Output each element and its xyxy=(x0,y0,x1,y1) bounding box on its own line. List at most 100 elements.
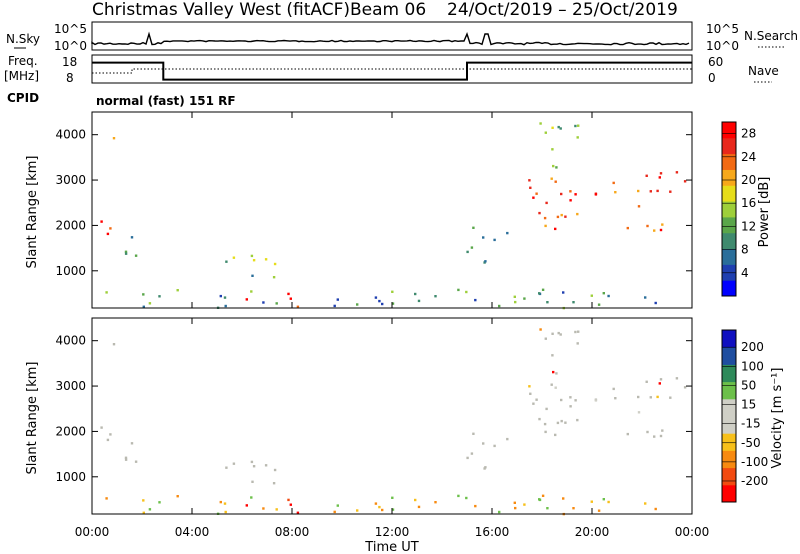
velocity-echo xyxy=(414,498,417,502)
velocity-echo xyxy=(498,510,501,514)
y-tick-label: 4000 xyxy=(55,128,86,142)
velocity-ylabel: Slant Range [km] xyxy=(25,362,40,475)
velocity-echo xyxy=(112,343,116,346)
nave-dotted-line xyxy=(92,68,692,74)
power-echo xyxy=(541,288,545,291)
power-echo xyxy=(559,127,562,130)
power-echo xyxy=(176,289,179,292)
power-echo xyxy=(653,229,656,232)
power-echo xyxy=(112,137,116,140)
power-echo xyxy=(391,302,395,305)
x-axis-label: Time UT xyxy=(364,540,418,554)
colorbar-segment xyxy=(722,347,736,365)
velocity-echo xyxy=(484,466,487,469)
power-echo xyxy=(577,124,580,127)
power-echo xyxy=(250,254,254,258)
power-echo xyxy=(564,215,567,218)
velocity-echo xyxy=(559,333,562,336)
colorbar-segment xyxy=(722,467,736,486)
power-echo xyxy=(594,193,598,196)
power-echo xyxy=(637,205,641,208)
noise-panel xyxy=(91,21,693,51)
velocity-echo xyxy=(514,506,517,510)
velocity-echo xyxy=(538,498,541,501)
power-echo xyxy=(544,131,547,134)
noise-left-tick-top: 10^5 xyxy=(54,22,87,36)
power-echo xyxy=(637,189,640,193)
power-echo xyxy=(484,260,487,263)
colorbar-tick-label: 16 xyxy=(741,196,756,210)
power-echo xyxy=(130,236,134,239)
velocity-echo xyxy=(124,458,128,461)
colorbar-tick-label: 50 xyxy=(741,378,756,392)
power-echo xyxy=(333,304,336,308)
y-tick-label: 1000 xyxy=(55,264,86,278)
power-echo xyxy=(100,220,103,223)
power-echo xyxy=(252,259,256,262)
colorbar-tick-label: 4 xyxy=(741,266,749,280)
power-echo xyxy=(289,297,292,300)
power-echo xyxy=(626,226,629,230)
velocity-echo xyxy=(644,502,647,505)
velocity-echo xyxy=(356,509,359,512)
noise-right-label: N.Search xyxy=(744,29,798,43)
velocity-echo xyxy=(569,396,572,399)
velocity-echo xyxy=(569,405,572,408)
velocity-echo xyxy=(289,503,292,506)
colorbar-segment xyxy=(722,185,736,202)
velocity-echo xyxy=(590,500,593,503)
velocity-echo xyxy=(539,328,542,331)
power-echo xyxy=(646,224,649,228)
power-echo xyxy=(465,290,468,294)
power-echo xyxy=(546,301,549,304)
colorbar-tick-label: 200 xyxy=(741,340,764,354)
power-echo xyxy=(544,224,547,228)
velocity-echo xyxy=(552,370,555,374)
colorbar-segment xyxy=(722,280,736,297)
power-echo xyxy=(661,223,664,226)
velocity-echo xyxy=(656,395,659,399)
velocity-echo xyxy=(659,434,663,438)
power-echo xyxy=(538,292,541,295)
power-echo xyxy=(597,303,601,306)
x-tick-label: 12:00 xyxy=(375,525,410,539)
power-echo xyxy=(572,301,575,304)
colorbar-segment xyxy=(722,122,736,139)
colorbar-segment xyxy=(722,153,736,170)
velocity-echo xyxy=(465,496,468,500)
power-echo xyxy=(554,180,557,183)
velocity-echo xyxy=(275,508,278,511)
velocity-echo xyxy=(544,430,547,434)
x-tick-label: 04:00 xyxy=(175,525,210,539)
velocity-echo xyxy=(576,418,579,422)
velocity-echo xyxy=(541,494,545,497)
time-axis: 00:00 04:00 08:00 12:00 16:00 20:00 00:00 xyxy=(75,112,709,539)
power-echo xyxy=(472,226,475,229)
power-echo xyxy=(251,274,254,277)
velocity-echo xyxy=(513,501,516,504)
colorbar-segment xyxy=(722,398,736,417)
power-echo xyxy=(576,136,579,139)
power-echo xyxy=(391,290,394,293)
velocity-echo xyxy=(551,332,554,335)
power-echo xyxy=(576,212,579,216)
power-echo xyxy=(232,256,236,259)
power-echo xyxy=(273,262,277,266)
power-echo xyxy=(414,292,417,296)
velocity-echo xyxy=(550,383,553,386)
colorbar-tick-label: -50 xyxy=(741,436,761,450)
velocity-echo xyxy=(130,442,134,445)
power-echo xyxy=(529,186,532,189)
velocity-echo xyxy=(653,435,656,438)
velocity-echo xyxy=(378,505,381,509)
y-tick-label: 2000 xyxy=(55,424,86,438)
velocity-echo xyxy=(493,444,496,448)
power-echo xyxy=(560,192,563,196)
date-range: 24/Oct/2019 – 25/Oct/2019 xyxy=(447,0,678,20)
power-echo xyxy=(506,231,509,235)
power-echo xyxy=(374,296,378,299)
colorbar-segment xyxy=(722,201,736,218)
velocity-echo xyxy=(134,460,138,463)
power-echo xyxy=(658,176,661,179)
